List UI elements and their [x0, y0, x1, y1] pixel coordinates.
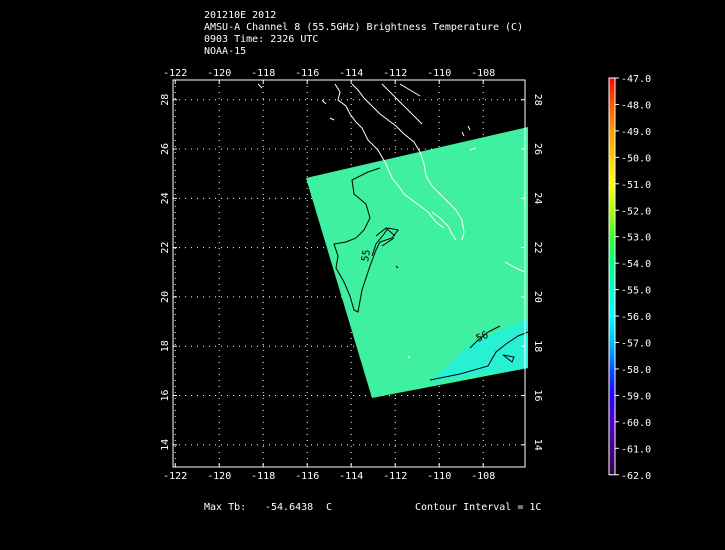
max-tb-unit: C [326, 502, 333, 513]
lon-tick-label-bottom: -108 [471, 471, 495, 482]
lat-tick-label-left: 22 [160, 242, 171, 254]
lat-tick-label-right: 24 [532, 192, 543, 204]
lon-tick-label-bottom: -112 [383, 471, 407, 482]
lon-tick-label-top: -116 [295, 68, 319, 79]
lat-tick-label-right: 20 [532, 291, 543, 303]
colorbar: -47.0 -48.0 -49.0 -50.0 -51.0 -52.0 -53.0 -54.0… [608, 74, 651, 482]
lat-tick-label-left: 16 [160, 389, 171, 401]
lon-tick-label-bottom: -110 [427, 471, 451, 482]
lon-tick-label-top: -108 [471, 68, 495, 79]
colorbar-label: -59.0 [621, 391, 651, 402]
contour-label-55: 55 [360, 249, 373, 263]
contour-interval: Contour Interval = 1C [415, 502, 542, 513]
contours [333, 167, 529, 381]
lat-tick-label-right: 14 [532, 439, 543, 451]
axis-ticks: -122 -122 -120 -120 -118 -118 -116 -116 -114 -114… [160, 68, 543, 482]
lat-tick-label-left: 20 [160, 291, 171, 303]
lat-tick-label-right: 18 [532, 340, 543, 352]
colorbar-label: -56.0 [621, 312, 651, 323]
lat-tick-label-left: 28 [160, 94, 171, 106]
lon-tick-label-bottom: -116 [295, 471, 319, 482]
colorbar-label: -54.0 [621, 259, 651, 270]
lon-tick-label-bottom: -120 [207, 471, 231, 482]
title-line-4: NOAA-15 [204, 46, 247, 57]
lat-tick-label-left: 18 [160, 340, 171, 352]
lat-tick-label-right: 28 [532, 94, 543, 106]
coastline [257, 83, 526, 359]
lat-tick-label-right: 22 [532, 242, 543, 254]
colorbar-label: -51.0 [621, 180, 651, 191]
title-line-3: 0903 Time: 2326 UTC [204, 34, 319, 45]
swath-cold-region [430, 318, 528, 382]
lon-tick-label-top: -122 [163, 68, 187, 79]
colorbar-label: -61.0 [621, 444, 651, 455]
colorbar-label: -58.0 [621, 365, 651, 376]
title-line-2: AMSU-A Channel 8 (55.5GHz) Brightness Te… [204, 22, 524, 33]
colorbar-label: -50.0 [621, 153, 651, 164]
lat-tick-label-left: 14 [160, 439, 171, 451]
colorbar-label: -49.0 [621, 127, 651, 138]
colorbar-label: -57.0 [621, 339, 651, 350]
satellite-swath [306, 127, 528, 398]
lon-tick-label-top: -112 [383, 68, 407, 79]
max-tb-label: Max Tb: [204, 502, 247, 513]
lon-tick-label-top: -110 [427, 68, 451, 79]
lon-tick-label-bottom: -114 [339, 471, 363, 482]
lon-tick-label-top: -120 [207, 68, 231, 79]
colorbar-label: -55.0 [621, 286, 651, 297]
title-line-1: 201210E 2012 [204, 10, 277, 21]
lon-tick-label-top: -114 [339, 68, 363, 79]
lat-tick-label-right: 16 [532, 389, 543, 401]
colorbar-ramp [608, 77, 616, 476]
lat-tick-label-left: 26 [160, 143, 171, 155]
lon-tick-label-bottom: -118 [251, 471, 275, 482]
lon-tick-label-bottom: -122 [163, 471, 187, 482]
lat-tick-label-left: 24 [160, 192, 171, 204]
lon-tick-label-top: -118 [251, 68, 275, 79]
colorbar-label: -60.0 [621, 418, 651, 429]
colorbar-label: -48.0 [621, 100, 651, 111]
map-frame [172, 79, 526, 468]
colorbar-label: -62.0 [621, 471, 651, 482]
max-tb-value: -54.6438 [265, 502, 314, 513]
lat-tick-label-right: 26 [532, 143, 543, 155]
colorbar-label: -52.0 [621, 206, 651, 217]
contour-label-56: 56 [475, 330, 491, 345]
colorbar-label: -47.0 [621, 74, 651, 85]
colorbar-label: -53.0 [621, 233, 651, 244]
